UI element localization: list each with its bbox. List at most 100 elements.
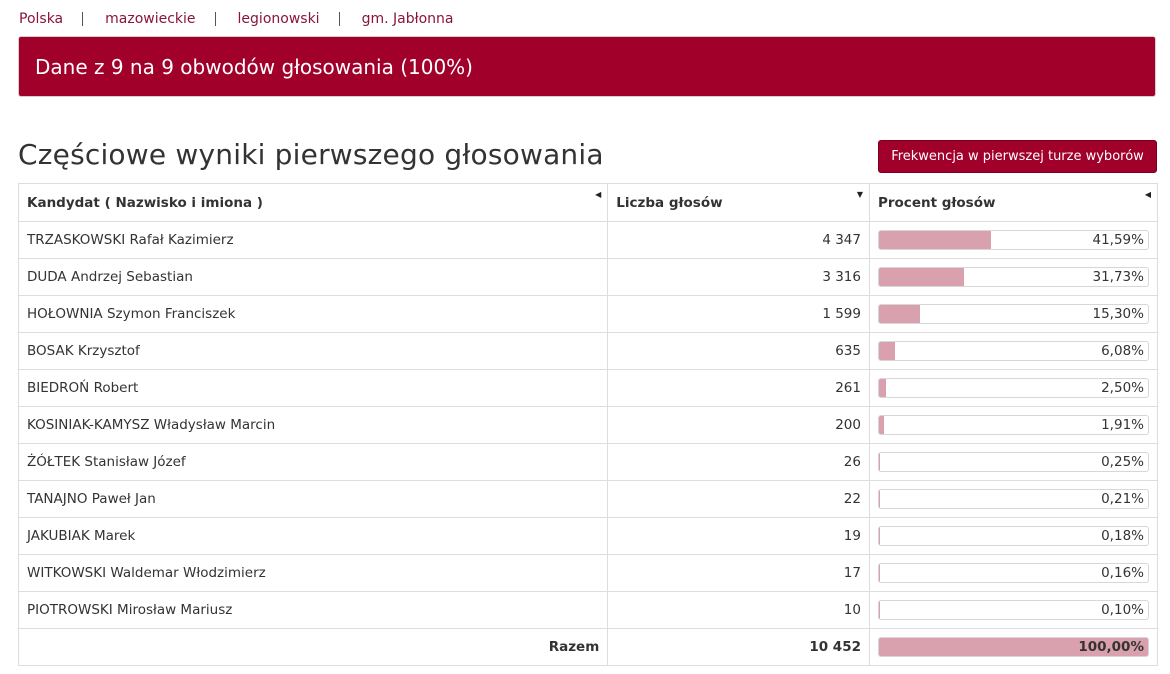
header-candidate-label: Kandydat ( Nazwisko i imiona ): [27, 194, 263, 211]
percent-value: 0,21%: [1101, 491, 1144, 507]
candidate-name: BIEDROŃ Robert: [17, 369, 609, 407]
candidate-name: KOSINIAK-KAMYSZ Władysław Marcin: [17, 406, 609, 444]
percent-cell: 1,91%: [868, 406, 1159, 444]
percent-bar: 2,50%: [877, 378, 1149, 398]
percent-bar: 0,16%: [877, 563, 1149, 583]
candidate-name: HOŁOWNIA Szymon Franciszek: [17, 295, 609, 333]
percent-value: 15,30%: [1092, 306, 1144, 322]
percent-cell: 0,10%: [868, 591, 1159, 629]
percent-cell: 15,30%: [868, 295, 1159, 333]
vote-count: 261: [607, 369, 870, 407]
table-row: TANAJNO Paweł Jan 22 0,21%: [17, 480, 1159, 518]
vote-count: 17: [607, 554, 870, 592]
percent-bar-fill: [878, 416, 885, 434]
percent-bar: 0,18%: [877, 526, 1149, 546]
percent-value: 2,50%: [1101, 380, 1144, 396]
percent-value: 41,59%: [1092, 232, 1144, 248]
percent-bar-fill: [878, 379, 886, 397]
percent-bar-fill: [878, 453, 880, 471]
percent-bar: 31,73%: [877, 267, 1149, 287]
header-percent-label: Procent głosów: [877, 194, 996, 211]
vote-count: 3 316: [607, 258, 870, 296]
percent-bar-fill: [878, 305, 921, 323]
percent-bar: 0,10%: [877, 600, 1149, 620]
candidate-name: DUDA Andrzej Sebastian: [17, 258, 609, 296]
percent-bar: 0,21%: [877, 489, 1149, 509]
breadcrumb-country[interactable]: Polska: [19, 11, 64, 27]
candidate-name: BOSAK Krzysztof: [17, 332, 609, 370]
vote-count: 10: [607, 591, 870, 629]
table-row: KOSINIAK-KAMYSZ Władysław Marcin 200 1,91%: [17, 406, 1159, 444]
table-row: WITKOWSKI Waldemar Włodzimierz 17 0,16%: [17, 554, 1159, 592]
percent-bar: 41,59%: [877, 230, 1149, 250]
table-row: JAKUBIAK Marek 19 0,18%: [17, 517, 1159, 555]
percent-cell: 0,18%: [868, 517, 1159, 555]
percent-cell: 31,73%: [868, 258, 1159, 296]
vote-count: 635: [607, 332, 870, 370]
header-votes-label: Liczba głosów: [616, 194, 723, 211]
breadcrumb-separator: [338, 12, 340, 26]
candidate-name: PIOTROWSKI Mirosław Mariusz: [17, 591, 609, 629]
percent-value: 100,00%: [1078, 639, 1144, 655]
table-row: ŻÓŁTEK Stanisław Józef 26 0,25%: [17, 443, 1159, 481]
percent-bar: 100,00%: [877, 637, 1149, 657]
percent-bar-fill: [878, 268, 965, 286]
vote-count: 22: [607, 480, 870, 518]
total-percent-cell: 100,00%: [868, 628, 1159, 666]
breadcrumb-county[interactable]: legionowski: [237, 11, 320, 27]
sort-down-icon: ▼: [856, 190, 863, 199]
results-table: Kandydat ( Nazwisko i imiona ) ◀ Liczba …: [17, 183, 1159, 666]
breadcrumb: Polska mazowieckie legionowski gm. Jabło…: [19, 10, 453, 28]
sort-left-icon: ◀: [595, 190, 602, 199]
percent-value: 0,25%: [1101, 454, 1144, 470]
breadcrumb-voivodeship[interactable]: mazowieckie: [105, 11, 196, 27]
percent-bar-fill: [878, 490, 880, 508]
vote-count: 4 347: [607, 221, 870, 259]
candidate-name: ŻÓŁTEK Stanisław Józef: [17, 443, 609, 481]
header-votes[interactable]: Liczba głosów ▼: [607, 183, 870, 222]
vote-count: 26: [607, 443, 870, 481]
percent-cell: 0,16%: [868, 554, 1159, 592]
candidate-name: TRZASKOWSKI Rafał Kazimierz: [17, 221, 609, 259]
data-coverage-banner: Dane z 9 na 9 obwodów głosowania (100%): [18, 36, 1156, 97]
table-header-row: Kandydat ( Nazwisko i imiona ) ◀ Liczba …: [17, 183, 1159, 222]
percent-value: 0,10%: [1101, 602, 1144, 618]
percent-cell: 0,21%: [868, 480, 1159, 518]
breadcrumb-separator: [82, 12, 84, 26]
turnout-button[interactable]: Frekwencja w pierwszej turze wyborów: [878, 140, 1157, 173]
header-candidate[interactable]: Kandydat ( Nazwisko i imiona ) ◀: [17, 183, 609, 222]
sort-left-icon: ◀: [1144, 190, 1151, 199]
total-row: Razem 10 452 100,00%: [17, 628, 1159, 666]
table-row: TRZASKOWSKI Rafał Kazimierz 4 347 41,59%: [17, 221, 1159, 259]
percent-value: 6,08%: [1101, 343, 1144, 359]
percent-bar: 6,08%: [877, 341, 1149, 361]
candidate-name: TANAJNO Paweł Jan: [17, 480, 609, 518]
percent-bar-fill: [878, 342, 896, 360]
percent-bar: 0,25%: [877, 452, 1149, 472]
percent-cell: 2,50%: [868, 369, 1159, 407]
candidate-name: WITKOWSKI Waldemar Włodzimierz: [17, 554, 609, 592]
header-percent[interactable]: Procent głosów ◀: [868, 183, 1159, 222]
table-row: BIEDROŃ Robert 261 2,50%: [17, 369, 1159, 407]
percent-cell: 6,08%: [868, 332, 1159, 370]
percent-bar-fill: [878, 638, 1148, 656]
percent-value: 0,18%: [1101, 528, 1144, 544]
table-row: BOSAK Krzysztof 635 6,08%: [17, 332, 1159, 370]
table-row: PIOTROWSKI Mirosław Mariusz 10 0,10%: [17, 591, 1159, 629]
table-row: DUDA Andrzej Sebastian 3 316 31,73%: [17, 258, 1159, 296]
percent-cell: 0,25%: [868, 443, 1159, 481]
table-row: HOŁOWNIA Szymon Franciszek 1 599 15,30%: [17, 295, 1159, 333]
page-title: Częściowe wyniki pierwszego głosowania: [18, 138, 604, 171]
percent-value: 31,73%: [1092, 269, 1144, 285]
percent-cell: 41,59%: [868, 221, 1159, 259]
percent-bar: 15,30%: [877, 304, 1149, 324]
breadcrumb-separator: [214, 12, 216, 26]
breadcrumb-commune[interactable]: gm. Jabłonna: [361, 11, 454, 27]
candidate-name: JAKUBIAK Marek: [17, 517, 609, 555]
percent-value: 1,91%: [1101, 417, 1144, 433]
vote-count: 19: [607, 517, 870, 555]
total-label: Razem: [17, 628, 609, 666]
vote-count: 1 599: [607, 295, 870, 333]
percent-value: 0,16%: [1101, 565, 1144, 581]
percent-bar: 1,91%: [877, 415, 1149, 435]
